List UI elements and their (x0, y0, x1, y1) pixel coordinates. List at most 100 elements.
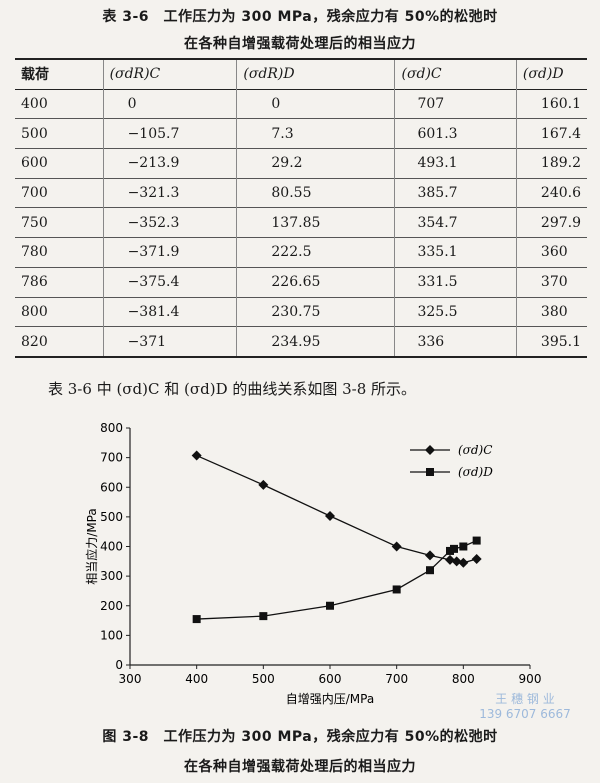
table-cell: 0 (103, 89, 238, 119)
table-row: 500 −105.7 7.3 601.3 167.4 (15, 118, 587, 149)
table-row: 600 −213.9 29.2 493.1 189.2 (15, 148, 587, 179)
table-row: 700 −321.3 80.55 385.7 240.6 (15, 178, 587, 208)
table-cell: 335.1 (394, 237, 517, 268)
table-cell: −321.3 (103, 178, 238, 208)
x-tick-label: 500 (252, 672, 275, 686)
table-cell: 601.3 (394, 118, 517, 149)
table-cell: 230.75 (236, 297, 396, 327)
table-cell: 493.1 (394, 148, 517, 179)
table-cell: 385.7 (394, 178, 517, 208)
table-cell: 820 (15, 326, 104, 357)
table-caption-line2: 在各种自增强载荷处理后的相当应力 (184, 36, 416, 52)
table-cell: 137.85 (236, 207, 396, 238)
x-tick-label: 700 (385, 672, 408, 686)
table-cell: 360 (540, 244, 568, 261)
table-cell: 336 (394, 326, 517, 357)
table-cell: 167.4 (540, 125, 581, 142)
table-row: 800 −381.4 230.75 325.5 380 (15, 297, 587, 327)
x-tick-label: 300 (119, 672, 142, 686)
data-point (459, 542, 468, 551)
table-cell: −371 (103, 326, 238, 357)
y-tick-label: 700 (100, 451, 123, 465)
data-point (426, 566, 434, 575)
watermark: 王 穗 钢 业 139 6707 6667 (460, 692, 590, 722)
chart-legend: (σd)C (σd)D (410, 443, 493, 479)
x-tick-label: 600 (319, 672, 342, 686)
table-cell: 7.3 (236, 118, 396, 149)
table-cell: −352.3 (103, 207, 238, 238)
data-point (445, 554, 455, 565)
x-tick-label: 900 (519, 672, 542, 686)
figure-caption-line2: 在各种自增强载荷处理后的相当应力 (184, 759, 416, 775)
table-row: 786 −375.4 226.65 331.5 370 (15, 267, 587, 297)
table-cell: 500 (15, 118, 104, 149)
legend-label: (σd)D (458, 465, 493, 479)
y-tick-label: 400 (100, 540, 123, 554)
y-tick-label: 600 (100, 480, 123, 494)
chart-series (191, 450, 482, 624)
header-equiv-c: (σd)C (394, 59, 517, 90)
legend-marker (426, 468, 434, 476)
y-tick-label: 500 (100, 510, 123, 524)
legend-marker (425, 445, 435, 455)
table-cell: 370 (540, 274, 568, 291)
table-cell: 380 (540, 303, 568, 320)
table-row: 780 −371.9 222.5 335.1 360 (15, 237, 587, 268)
table-cell: 160.1 (540, 96, 581, 113)
data-point (392, 585, 401, 594)
table-cell: 354.7 (394, 207, 517, 238)
data-point (192, 615, 201, 624)
header-equiv-d: (σd)D (522, 66, 564, 83)
x-tick-label: 800 (452, 672, 475, 686)
table-cell: −213.9 (103, 148, 238, 179)
table-cell: 189.2 (540, 155, 581, 172)
data-table: 载荷 (σdR)C (σdR)D (σd)C (σd)D 400 0 0 707 160… (15, 58, 587, 358)
data-point (191, 450, 202, 461)
table-cell: 240.6 (540, 185, 581, 202)
legend-label: (σd)C (458, 443, 492, 457)
header-residual-d: (σdR)D (236, 59, 396, 90)
table-caption-line1: 表 3-6 工作压力为 300 MPa，残余应力有 50%的松弛时 (102, 9, 498, 25)
series-sigma-d (192, 536, 481, 624)
figure-3-8-chart: 300 400 500 600 700 800 900 0 100 200 300 400 500 600… (84, 421, 542, 706)
table-cell: 707 (394, 89, 517, 119)
table-row: 400 0 0 707 160.1 (15, 89, 587, 119)
header-load: 载荷 (15, 59, 104, 90)
table-cell: 29.2 (236, 148, 396, 179)
header-residual-c: (σdR)C (103, 59, 238, 90)
table-cell: 325.5 (394, 297, 517, 327)
table-cell: −371.9 (103, 237, 238, 268)
data-point (425, 550, 435, 561)
figure-caption-line1: 图 3-8 工作压力为 300 MPa，残余应力有 50%的松弛时 (102, 729, 498, 745)
series-line (196, 539, 477, 620)
data-point (471, 553, 482, 564)
table-cell: 786 (15, 267, 104, 297)
table-cell: 700 (15, 178, 104, 208)
data-point (458, 557, 469, 568)
table-row: 750 −352.3 137.85 354.7 297.9 (15, 207, 587, 238)
table-cell: 222.5 (236, 237, 396, 268)
data-point (450, 544, 458, 553)
table-row: 820 −371 234.95 336 395.1 (15, 326, 587, 357)
table-cell: 80.55 (236, 178, 396, 208)
y-tick-label: 300 (100, 569, 123, 583)
table-cell: 0 (236, 89, 396, 119)
table-cell: −381.4 (103, 297, 238, 327)
table-cell: 226.65 (236, 267, 396, 297)
table-header-row: 载荷 (σdR)C (σdR)D (σd)C (σd)D (15, 59, 587, 90)
table-cell: −375.4 (103, 267, 238, 297)
x-axis-label: 自增强内压/MPa (286, 692, 374, 706)
y-tick-label: 800 (100, 421, 123, 435)
table-cell: 800 (15, 297, 104, 327)
table-cell: 600 (15, 148, 104, 179)
data-point (259, 612, 268, 621)
y-tick-label: 200 (100, 599, 123, 613)
watermark-line1: 王 穗 钢 业 (495, 692, 555, 706)
table-body: 400 0 0 707 160.1 500 −105.7 7.3 601.3 167.4 600 −2… (15, 89, 587, 357)
data-point (325, 510, 335, 521)
data-point (326, 601, 334, 610)
table-cell: 400 (15, 89, 104, 119)
data-point (472, 536, 481, 545)
table-cell: 780 (15, 237, 104, 268)
x-tick-label: 400 (185, 672, 208, 686)
